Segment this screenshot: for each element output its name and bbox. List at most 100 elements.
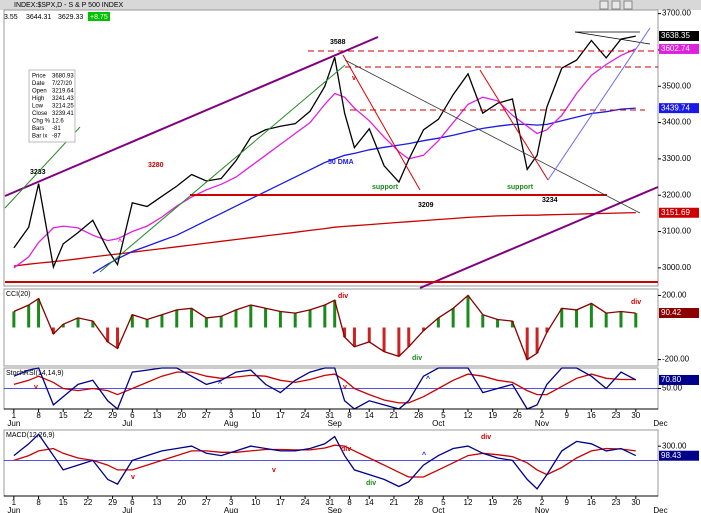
bar — [37, 298, 41, 328]
x-tick-label: 30 — [631, 498, 640, 507]
x-tick-label: 3 — [229, 498, 234, 507]
last-value-box — [659, 43, 699, 54]
x-tick-label: 22 — [83, 498, 92, 507]
annotation: 3588 — [330, 39, 346, 46]
annotation: v — [343, 384, 347, 391]
x-tick-label: 19 — [488, 498, 497, 507]
info-label: Bars — [32, 126, 44, 132]
x-tick-label: 31 — [325, 498, 334, 507]
y-tick-label: 300.00 — [662, 441, 687, 450]
x-tick-label: 5 — [441, 498, 446, 507]
bar — [407, 327, 411, 347]
series-line — [13, 433, 637, 490]
bar — [145, 319, 149, 328]
trendline — [4, 36, 379, 197]
info-label: Chg % — [32, 119, 51, 125]
x-tick-label: 15 — [59, 498, 68, 507]
bar — [343, 327, 347, 338]
last-value-label: 90.42 — [661, 308, 682, 317]
x-tick-label: 1 — [12, 498, 17, 507]
series-line — [92, 107, 636, 274]
bar — [333, 300, 337, 328]
x-tick-label: 8 — [347, 411, 352, 420]
bar — [575, 309, 579, 328]
series-line — [13, 211, 636, 267]
x-tick-label: 29 — [108, 411, 117, 420]
x-tick-label: 30 — [631, 411, 640, 420]
annotation: div — [341, 446, 351, 453]
month-label: Aug — [224, 506, 238, 513]
annotation: 3209 — [418, 202, 434, 209]
x-tick-label: 9 — [564, 498, 569, 507]
bar — [422, 327, 426, 331]
bar — [160, 314, 164, 328]
bar — [367, 327, 371, 342]
window-button[interactable] — [611, 0, 621, 10]
bar — [545, 327, 549, 333]
last-value-box — [659, 31, 699, 42]
trendlines — [4, 27, 659, 289]
bar — [382, 327, 386, 352]
bar — [204, 317, 208, 328]
month-label: Jul — [122, 419, 132, 428]
x-tick-label: 15 — [59, 411, 68, 420]
info-label: Close — [32, 111, 48, 117]
annotation: ^ — [218, 380, 222, 388]
bar — [76, 317, 80, 328]
month-label: Jun — [7, 506, 20, 513]
bar — [397, 327, 401, 357]
trendline — [342, 54, 421, 191]
month-label: Nov — [535, 506, 549, 513]
annotation: div — [366, 480, 376, 487]
x-tick-label: 5 — [441, 411, 446, 420]
trendline — [99, 64, 346, 273]
info-value: 3219.64 — [52, 89, 74, 95]
x-tick-label: 2 — [540, 498, 545, 507]
info-label: Low — [32, 104, 44, 110]
x-tick-label: 23 — [612, 498, 621, 507]
last-value-label: 70.80 — [661, 375, 682, 384]
info-value: 3214.25 — [52, 104, 74, 110]
annotation: ^ — [426, 375, 430, 383]
info-value: 12.6 — [52, 119, 64, 125]
x-tick-label: 8 — [347, 498, 352, 507]
last-value-box — [659, 450, 699, 461]
annotation: div — [412, 355, 422, 362]
last-value-label: 3638.35 — [661, 31, 690, 40]
quote: 3.55 — [4, 14, 18, 21]
panel-frame — [3, 288, 659, 367]
x-tick-label: 6 — [130, 498, 135, 507]
bar — [219, 316, 223, 328]
info-label: Date — [32, 81, 45, 87]
series-line — [13, 35, 636, 270]
last-value-label: 3602.74 — [661, 44, 690, 53]
chart-title: INDEX:$SPX,D - S & P 500 INDEX — [14, 2, 124, 9]
bar — [116, 327, 120, 349]
quote: +8.75 — [90, 14, 108, 21]
annotation: div — [631, 299, 641, 306]
quote: 3629.33 — [58, 14, 83, 21]
trendline — [574, 31, 651, 45]
y-tick-label: 3100.00 — [662, 227, 691, 236]
last-value-label: 3151.69 — [661, 208, 690, 217]
trendline — [344, 59, 641, 214]
change-box — [88, 12, 110, 21]
month-label: Sep — [328, 419, 343, 428]
info-value: 3239.41 — [52, 111, 74, 117]
window-button[interactable] — [623, 0, 633, 10]
trendline — [547, 27, 651, 181]
x-tick-label: 9 — [564, 411, 569, 420]
y-tick-label: 50.00 — [662, 384, 683, 393]
y-tick-label: 3300.00 — [662, 154, 691, 163]
bar — [525, 327, 529, 360]
info-value: -87 — [52, 134, 61, 140]
window-button[interactable] — [599, 0, 609, 10]
x-tick-label: 10 — [251, 411, 260, 420]
annotation: v — [272, 467, 276, 474]
x-tick-label: 27 — [202, 411, 211, 420]
panel-title: CCI(20) — [6, 291, 31, 298]
bar — [27, 305, 31, 328]
bar — [604, 313, 608, 328]
annotation: 3234 — [542, 197, 558, 204]
